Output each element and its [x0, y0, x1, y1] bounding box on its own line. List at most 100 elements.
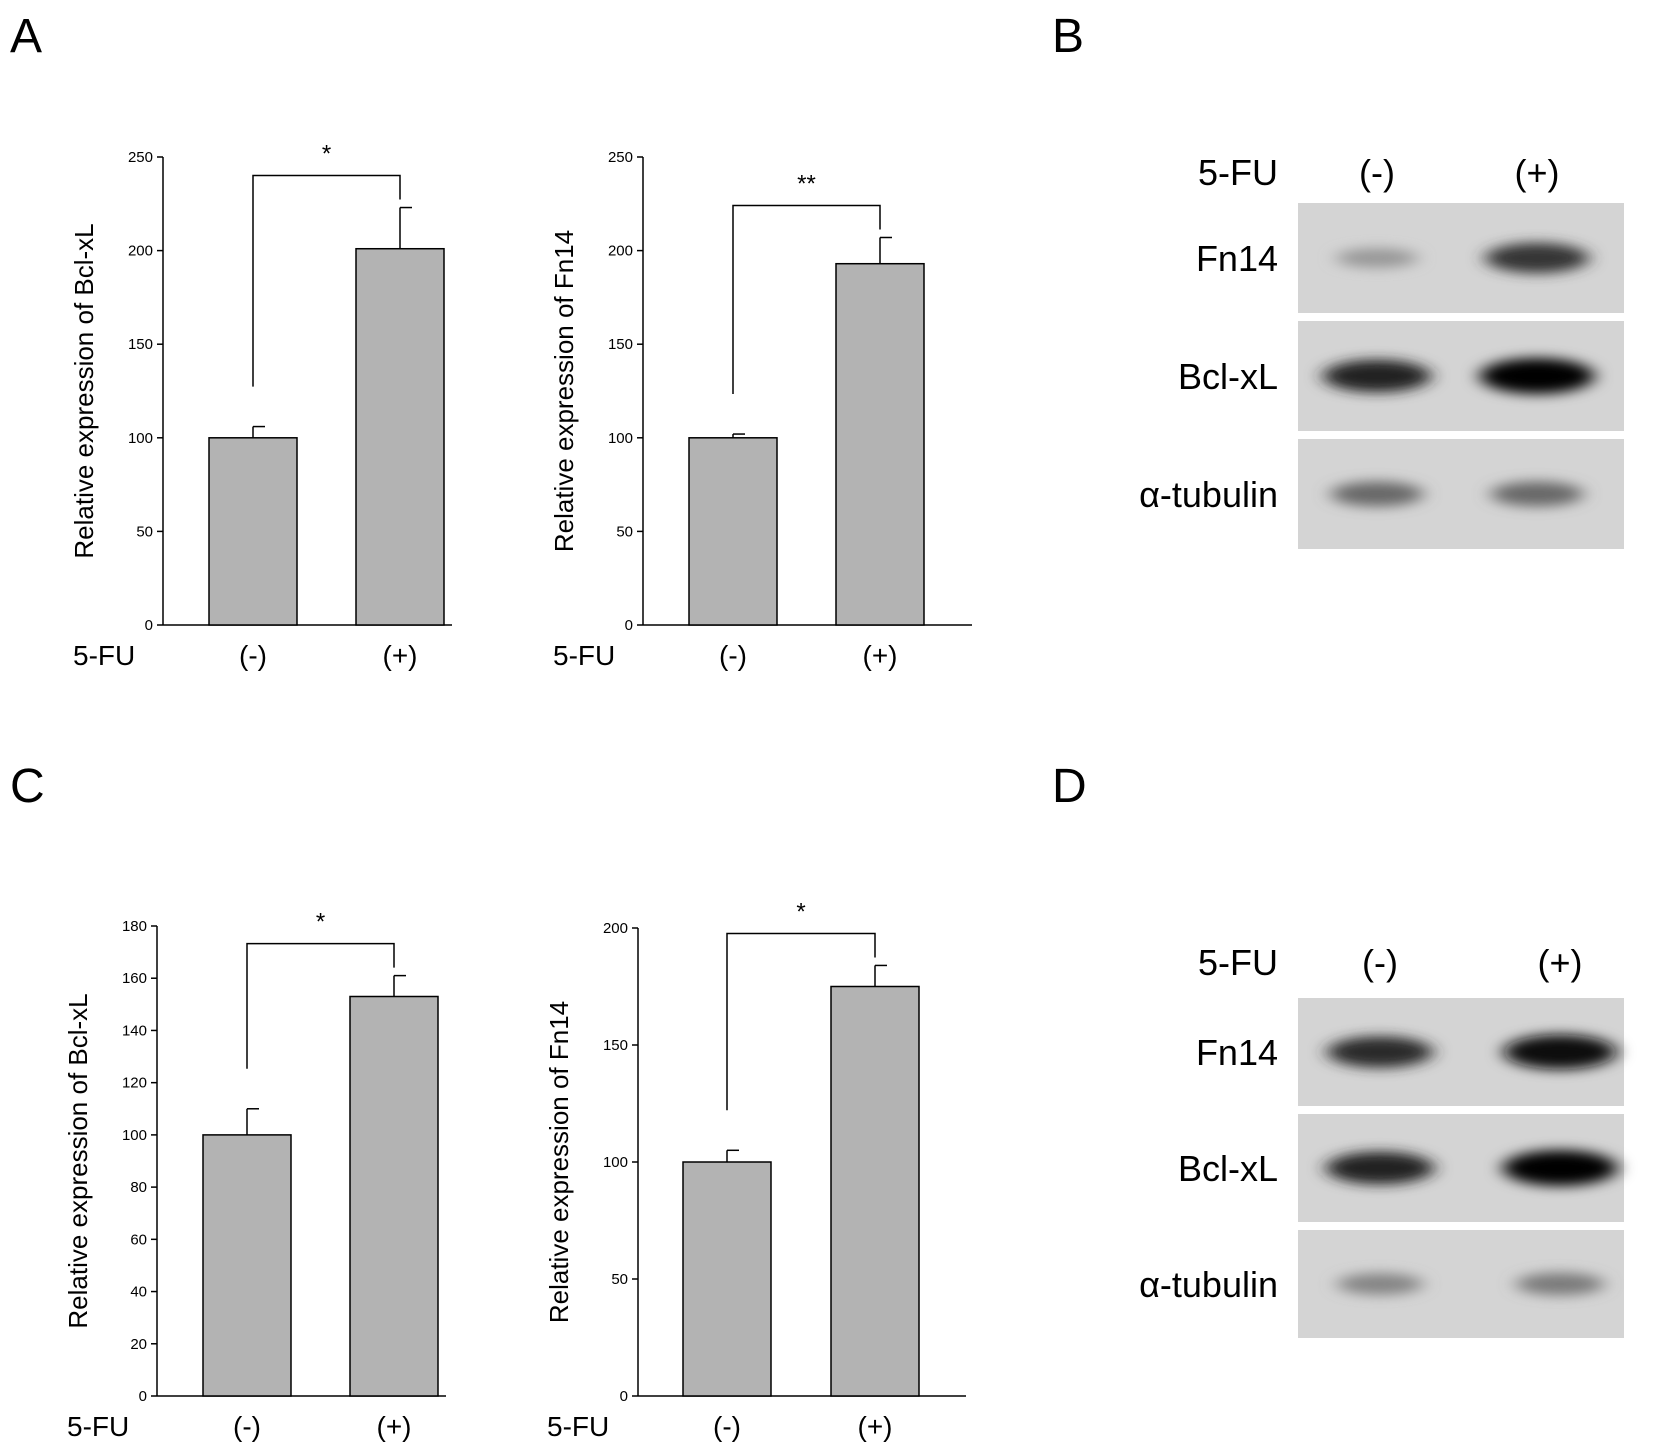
y-tick-label: 80 [130, 1179, 147, 1196]
blot-row-label: Fn14 [1196, 1032, 1278, 1073]
lane-label: (+) [1538, 942, 1583, 983]
western-blot-d: 5-FU (-) (+) Fn14 Bcl-xL α-tubulin [1139, 942, 1624, 1338]
blot-band [1502, 1150, 1618, 1186]
y-axis-label: Relative expression of Bcl-xL [69, 223, 99, 558]
western-blots: 5-FU (-) (+) Fn14 Bcl-xL α-tubulin 5-FU (-) (+) F… [1139, 152, 1624, 1338]
blot-row: α-tubulin [1139, 439, 1624, 549]
blot-band [1327, 1036, 1433, 1068]
bar [208, 437, 298, 626]
y-tick-label: 0 [139, 1388, 147, 1405]
y-tick-label: 250 [128, 149, 153, 166]
bar-chart-2: 0 50 100 150 200 250 Relative expression of Fn… [549, 149, 972, 671]
y-axis-label: Relative expression of Fn14 [544, 1001, 574, 1323]
blot-band [1490, 481, 1584, 507]
blot-band [1485, 242, 1589, 274]
y-tick-label: 180 [122, 918, 147, 935]
bar [830, 985, 920, 1397]
significance-bracket [246, 942, 395, 1069]
y-tick-label: 0 [620, 1388, 628, 1405]
blot-row: Bcl-xL [1178, 321, 1624, 431]
blot-band [1479, 358, 1595, 394]
bar-chart-3: 0 20 40 60 80 100 120 140 160 180 Relative express… [63, 909, 446, 1442]
y-axis-label: Relative expression of Bcl-xL [63, 993, 93, 1328]
significance-bracket [732, 204, 881, 395]
significance-bracket [726, 932, 876, 1111]
blot-band [1336, 248, 1418, 268]
blot-row-label: Bcl-xL [1178, 1148, 1278, 1189]
treatment-label: 5-FU [1198, 152, 1278, 193]
y-tick-label: 100 [128, 430, 153, 447]
panel-letter-d: D [1052, 760, 1087, 813]
blot-band [1322, 359, 1432, 393]
bar-chart-1: 0 50 100 150 200 250 Relative expression of Bc… [69, 141, 452, 671]
blot-band [1337, 1273, 1423, 1295]
blot-row: Fn14 [1196, 998, 1624, 1106]
blot-row: Bcl-xL [1178, 1114, 1624, 1222]
y-tick-label: 50 [616, 523, 633, 540]
bar-chart-4: 0 50 100 150 200 Relative expression of Fn14 (… [544, 898, 966, 1442]
significance-marker: * [796, 898, 805, 925]
y-tick-label: 150 [128, 336, 153, 353]
bar [835, 262, 925, 626]
lane-label: (-) [1362, 942, 1398, 983]
bar [349, 995, 439, 1397]
y-tick-label: 100 [122, 1127, 147, 1144]
category-axis-label: 5-FU [67, 1411, 129, 1442]
y-tick-label: 0 [145, 617, 153, 634]
y-tick-label: 200 [128, 243, 153, 260]
y-tick-label: 140 [122, 1022, 147, 1039]
significance-marker: * [322, 141, 331, 168]
y-tick-label: 200 [608, 243, 633, 260]
y-tick-label: 100 [603, 1154, 628, 1171]
y-tick-label: 100 [608, 430, 633, 447]
y-tick-label: 120 [122, 1075, 147, 1092]
category-axis-label: 5-FU [547, 1411, 609, 1442]
y-axis-label: Relative expression of Fn14 [549, 230, 579, 552]
bar [355, 247, 445, 626]
panel-letter-c: C [10, 760, 45, 813]
y-tick-label: 250 [608, 149, 633, 166]
category-label: (-) [239, 640, 267, 671]
blot-row-label: α-tubulin [1139, 1264, 1278, 1305]
y-tick-label: 50 [136, 523, 153, 540]
y-tick-label: 150 [608, 336, 633, 353]
significance-bracket [252, 174, 401, 387]
bar [688, 437, 778, 626]
bar [202, 1134, 292, 1397]
blot-row: Fn14 [1196, 203, 1624, 313]
panel-letter-a: A [10, 10, 42, 63]
category-label: (-) [719, 640, 747, 671]
blot-band [1325, 1151, 1435, 1185]
bar [682, 1161, 772, 1397]
y-tick-label: 150 [603, 1037, 628, 1054]
y-tick-label: 20 [130, 1336, 147, 1353]
category-label: (-) [713, 1411, 741, 1442]
blot-band [1330, 481, 1424, 507]
y-tick-label: 40 [130, 1284, 147, 1301]
western-blot-b: 5-FU (-) (+) Fn14 Bcl-xL α-tubulin [1139, 152, 1624, 549]
category-label: (+) [383, 640, 418, 671]
category-axis-label: 5-FU [73, 640, 135, 671]
y-tick-label: 60 [130, 1231, 147, 1248]
blot-row: α-tubulin [1139, 1230, 1624, 1338]
category-label: (+) [863, 640, 898, 671]
category-label: (+) [858, 1411, 893, 1442]
y-tick-label: 50 [611, 1271, 628, 1288]
treatment-label: 5-FU [1198, 942, 1278, 983]
blot-row-label: α-tubulin [1139, 474, 1278, 515]
category-label: (+) [377, 1411, 412, 1442]
blot-row-label: Fn14 [1196, 238, 1278, 279]
panel-letter-b: B [1052, 10, 1084, 63]
category-axis-label: 5-FU [553, 640, 615, 671]
blot-row-label: Bcl-xL [1178, 356, 1278, 397]
y-tick-label: 200 [603, 920, 628, 937]
lane-label: (-) [1359, 152, 1395, 193]
y-tick-label: 160 [122, 970, 147, 987]
blot-band [1503, 1034, 1617, 1070]
category-label: (-) [233, 1411, 261, 1442]
lane-label: (+) [1515, 152, 1560, 193]
significance-marker: ** [797, 170, 816, 197]
significance-marker: * [316, 909, 325, 936]
